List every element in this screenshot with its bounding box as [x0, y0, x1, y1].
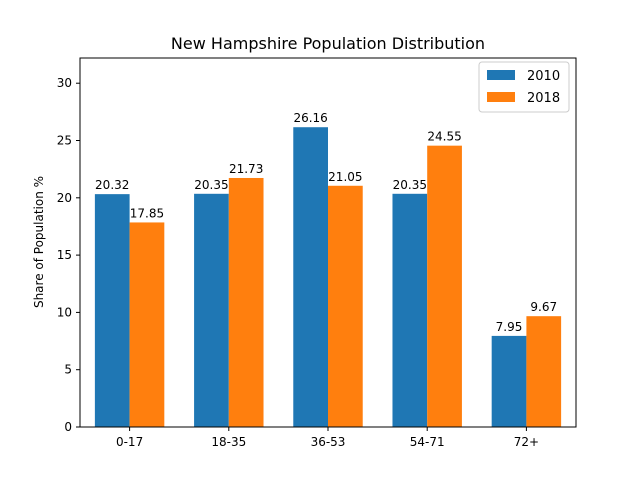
data-label: 26.16: [293, 111, 327, 125]
bar-2010-72+: [491, 335, 527, 427]
x-tick-label: 36-53: [311, 435, 346, 449]
bar-2018-36-53: [328, 185, 363, 427]
y-tick-label: 20: [57, 191, 72, 205]
y-tick-label: 25: [57, 134, 72, 148]
chart-title: New Hampshire Population Distribution: [171, 34, 485, 53]
data-label: 24.55: [427, 130, 461, 144]
x-tick-label: 18-35: [211, 435, 246, 449]
y-tick-label: 5: [64, 363, 72, 377]
y-tick-label: 0: [64, 420, 72, 434]
x-tick-label: 72+: [514, 435, 539, 449]
bar-2010-0-17: [94, 194, 130, 427]
legend-swatch-2018: [487, 92, 515, 102]
y-axis-label: Share of Population %: [32, 176, 46, 308]
x-tick-label: 0-17: [116, 435, 143, 449]
data-label: 20.32: [95, 178, 129, 192]
y-tick-label: 10: [57, 305, 72, 319]
bar-2018-18-35: [228, 177, 264, 427]
y-tick-label: 15: [57, 248, 72, 262]
y-tick-label: 30: [57, 76, 72, 90]
legend-swatch-2010: [487, 70, 515, 80]
data-label: 7.95: [496, 320, 523, 334]
bar-2018-54-71: [427, 145, 462, 428]
data-label: 9.67: [530, 300, 557, 314]
data-label: 17.85: [130, 206, 164, 220]
bar-2018-72+: [526, 316, 562, 427]
data-label: 21.05: [328, 170, 362, 184]
data-label: 20.35: [393, 178, 427, 192]
bar-2010-18-35: [194, 193, 229, 427]
legend-label: 2018: [527, 91, 560, 106]
bar-2010-54-71: [392, 193, 428, 427]
plot-area: 20.32 20.35 26.16 20.35 7.95 17.85 21.73 21.05 2…: [57, 57, 577, 449]
legend-label: 2010: [527, 69, 560, 84]
x-tick-label: 54-71: [410, 435, 445, 449]
bar-2010-36-53: [293, 127, 328, 427]
bar-2018-0-17: [129, 222, 165, 427]
data-label: 21.73: [229, 162, 263, 176]
data-label: 20.35: [194, 178, 228, 192]
